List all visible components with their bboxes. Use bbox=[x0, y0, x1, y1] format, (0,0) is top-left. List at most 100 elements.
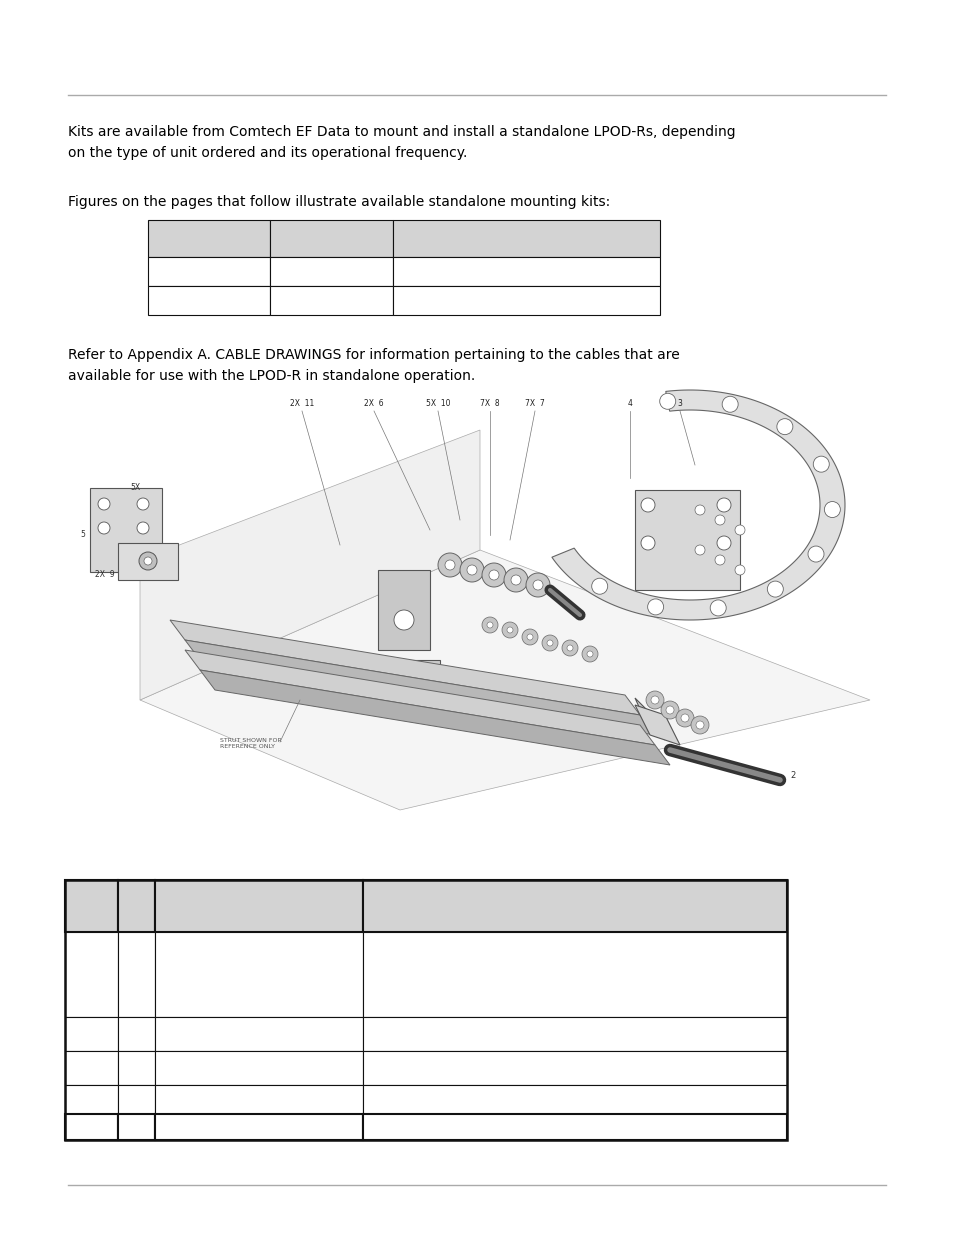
Polygon shape bbox=[185, 650, 655, 745]
Circle shape bbox=[144, 557, 152, 564]
Circle shape bbox=[690, 716, 708, 734]
Circle shape bbox=[640, 498, 655, 513]
Circle shape bbox=[717, 536, 730, 550]
Text: 7X  8: 7X 8 bbox=[479, 399, 499, 408]
Circle shape bbox=[714, 515, 724, 525]
Bar bbox=[363, 1016, 786, 1051]
Circle shape bbox=[533, 580, 542, 590]
Circle shape bbox=[546, 640, 553, 646]
Circle shape bbox=[481, 618, 497, 634]
Circle shape bbox=[526, 634, 533, 640]
Circle shape bbox=[394, 610, 414, 630]
Bar bbox=[377, 571, 430, 650]
Circle shape bbox=[665, 706, 673, 714]
Circle shape bbox=[541, 635, 558, 651]
Circle shape bbox=[734, 525, 744, 535]
Circle shape bbox=[467, 564, 476, 576]
Circle shape bbox=[98, 522, 110, 534]
Circle shape bbox=[647, 599, 663, 615]
Circle shape bbox=[645, 692, 663, 709]
Circle shape bbox=[139, 552, 157, 571]
Circle shape bbox=[503, 568, 527, 592]
Circle shape bbox=[717, 498, 730, 513]
Circle shape bbox=[561, 640, 578, 656]
Circle shape bbox=[766, 582, 782, 597]
Polygon shape bbox=[200, 671, 669, 764]
Circle shape bbox=[581, 646, 598, 662]
Polygon shape bbox=[140, 430, 479, 700]
Bar bbox=[118, 543, 178, 580]
Bar bbox=[270, 257, 393, 287]
Circle shape bbox=[566, 645, 573, 651]
Circle shape bbox=[501, 622, 517, 638]
Circle shape bbox=[437, 553, 461, 577]
Circle shape bbox=[525, 573, 550, 597]
Bar bbox=[65, 932, 118, 1016]
Circle shape bbox=[444, 559, 455, 571]
Bar bbox=[393, 220, 659, 257]
Bar bbox=[65, 881, 786, 1140]
Bar bbox=[65, 881, 118, 932]
Bar bbox=[379, 659, 439, 710]
Bar bbox=[154, 1016, 363, 1051]
Circle shape bbox=[709, 600, 725, 616]
Circle shape bbox=[680, 714, 688, 722]
Text: 2X  6: 2X 6 bbox=[364, 399, 383, 408]
Bar bbox=[154, 1086, 363, 1114]
Circle shape bbox=[734, 564, 744, 576]
Circle shape bbox=[695, 545, 704, 555]
Circle shape bbox=[721, 396, 738, 412]
Text: Figures on the pages that follow illustrate available standalone mounting kits:: Figures on the pages that follow illustr… bbox=[68, 195, 610, 209]
Polygon shape bbox=[552, 390, 844, 620]
Bar bbox=[118, 1051, 154, 1086]
Bar bbox=[148, 220, 270, 257]
Circle shape bbox=[489, 571, 498, 580]
Bar bbox=[270, 220, 393, 257]
Text: 5X: 5X bbox=[130, 483, 140, 492]
Text: Refer to Appendix A. CABLE DRAWINGS for information pertaining to the cables tha: Refer to Appendix A. CABLE DRAWINGS for … bbox=[68, 348, 679, 383]
Circle shape bbox=[591, 578, 607, 594]
Bar bbox=[635, 490, 740, 590]
Bar bbox=[118, 881, 154, 932]
Bar bbox=[65, 1114, 118, 1140]
Circle shape bbox=[776, 419, 792, 435]
Circle shape bbox=[650, 697, 659, 704]
Circle shape bbox=[98, 498, 110, 510]
Text: 5: 5 bbox=[80, 530, 85, 538]
Bar bbox=[148, 257, 270, 287]
Polygon shape bbox=[635, 705, 679, 745]
Bar bbox=[363, 881, 786, 932]
Circle shape bbox=[807, 546, 823, 562]
Bar bbox=[90, 488, 162, 572]
Bar bbox=[65, 1051, 118, 1086]
Circle shape bbox=[486, 622, 493, 629]
Bar bbox=[363, 1051, 786, 1086]
Circle shape bbox=[660, 701, 679, 719]
Bar bbox=[118, 1114, 154, 1140]
Circle shape bbox=[586, 651, 593, 657]
Polygon shape bbox=[170, 620, 639, 715]
Polygon shape bbox=[635, 698, 664, 740]
Circle shape bbox=[676, 709, 693, 727]
Bar bbox=[65, 1016, 118, 1051]
Circle shape bbox=[823, 501, 840, 517]
Circle shape bbox=[695, 505, 704, 515]
Text: 2: 2 bbox=[789, 771, 795, 781]
Bar bbox=[65, 1086, 118, 1114]
Circle shape bbox=[640, 536, 655, 550]
Circle shape bbox=[137, 498, 149, 510]
Bar bbox=[363, 932, 786, 1016]
Polygon shape bbox=[140, 550, 869, 810]
Bar bbox=[154, 1051, 363, 1086]
Circle shape bbox=[696, 721, 703, 729]
Bar bbox=[118, 1086, 154, 1114]
Bar bbox=[270, 287, 393, 315]
Bar bbox=[148, 287, 270, 315]
Bar bbox=[363, 1086, 786, 1114]
Bar bbox=[393, 257, 659, 287]
Text: 2X  9: 2X 9 bbox=[95, 571, 114, 579]
Text: 7X  7: 7X 7 bbox=[524, 399, 544, 408]
Bar bbox=[154, 881, 363, 932]
Circle shape bbox=[459, 558, 483, 582]
Bar bbox=[154, 1114, 363, 1140]
